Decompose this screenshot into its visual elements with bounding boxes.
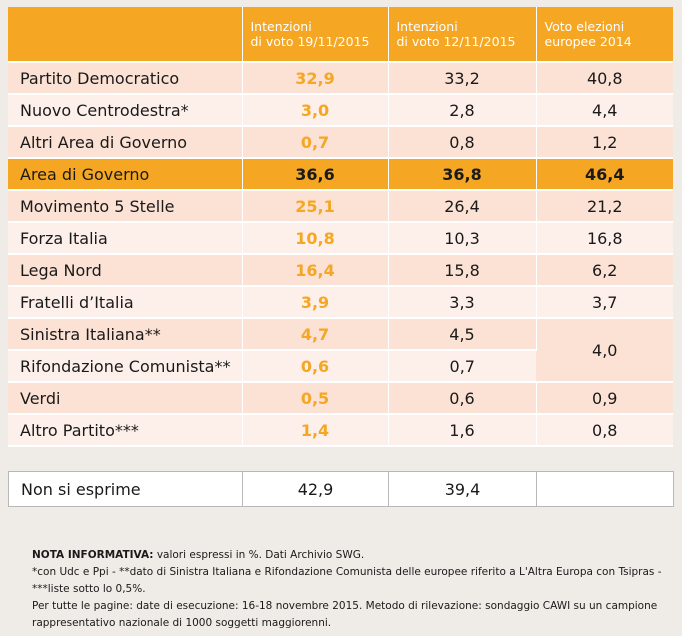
header-row: Intenzioni di voto 19/11/2015 Intenzioni d… — [8, 7, 673, 63]
value-europee — [536, 471, 674, 507]
value-19-11: 42,9 — [242, 471, 389, 507]
value-12-11: 3,3 — [388, 286, 537, 319]
value-19-11: 25,1 — [242, 190, 389, 223]
non-esprime-table: Non si esprime 42,9 39,4 — [8, 471, 674, 507]
table-row: Forza Italia 10,8 10,3 16,8 — [8, 222, 673, 255]
value-europee: 21,2 — [536, 190, 673, 223]
value-19-11: 0,7 — [242, 126, 389, 159]
value-12-11: 0,6 — [388, 382, 537, 415]
value-europee: 4,4 — [536, 94, 673, 127]
table-row: Movimento 5 Stelle 25,1 26,4 21,2 — [8, 190, 673, 223]
value-19-11: 3,9 — [242, 286, 389, 319]
party-name: Forza Italia — [8, 222, 243, 255]
value-19-11: 0,6 — [242, 350, 389, 383]
value-europee: 6,2 — [536, 254, 673, 287]
header-col3: Voto elezioni europee 2014 — [536, 7, 673, 63]
note-line-2: *con Udc e Ppi - **dato di Sinistra Ital… — [32, 566, 662, 595]
value-12-11: 26,4 — [388, 190, 537, 223]
header-party — [8, 7, 243, 63]
value-europee: 0,8 — [536, 414, 673, 447]
notes: NOTA INFORMATIVA: valori espressi in %. … — [32, 547, 662, 632]
party-name: Sinistra Italiana** — [8, 318, 243, 351]
party-name: Rifondazione Comunista** — [8, 350, 243, 383]
value-19-11: 36,6 — [242, 158, 389, 191]
value-19-11: 32,9 — [242, 62, 389, 95]
value-europee: 0,9 — [536, 382, 673, 415]
value-19-11: 3,0 — [242, 94, 389, 127]
table-row-non-esprime: Non si esprime 42,9 39,4 — [8, 471, 674, 507]
value-europee: 3,7 — [536, 286, 673, 319]
value-europee: 46,4 — [536, 158, 673, 191]
party-name: Altri Area di Governo — [8, 126, 243, 159]
party-name: Altro Partito*** — [8, 414, 243, 447]
value-12-11: 10,3 — [388, 222, 537, 255]
value-19-11: 16,4 — [242, 254, 389, 287]
table-row: Altro Partito*** 1,4 1,6 0,8 — [8, 414, 673, 447]
value-12-11: 15,8 — [388, 254, 537, 287]
value-12-11: 4,5 — [388, 318, 537, 351]
header-col1: Intenzioni di voto 19/11/2015 — [242, 7, 389, 63]
value-19-11: 0,5 — [242, 382, 389, 415]
party-name: Partito Democratico — [8, 62, 243, 95]
note-line-1: NOTA INFORMATIVA: valori espressi in %. … — [32, 549, 365, 561]
value-19-11: 10,8 — [242, 222, 389, 255]
value-12-11: 36,8 — [388, 158, 537, 191]
party-name: Verdi — [8, 382, 243, 415]
value-europee: 16,8 — [536, 222, 673, 255]
party-name: Fratelli d’Italia — [8, 286, 243, 319]
table-row: Lega Nord 16,4 15,8 6,2 — [8, 254, 673, 287]
table-row: Fratelli d’Italia 3,9 3,3 3,7 — [8, 286, 673, 319]
value-europee-merged: 4,0 — [536, 318, 673, 383]
value-12-11: 1,6 — [388, 414, 537, 447]
table-row: Rifondazione Comunista** 0,6 0,7 — [8, 350, 673, 383]
value-12-11: 2,8 — [388, 94, 537, 127]
value-19-11: 4,7 — [242, 318, 389, 351]
value-12-11: 39,4 — [388, 471, 537, 507]
polling-table: Intenzioni di voto 19/11/2015 Intenzioni d… — [8, 7, 673, 447]
party-name: Nuovo Centrodestra* — [8, 94, 243, 127]
value-12-11: 33,2 — [388, 62, 537, 95]
note-line-3: Per tutte le pagine: date di esecuzione:… — [32, 600, 658, 629]
table-row: Verdi 0,5 0,6 0,9 — [8, 382, 673, 415]
party-name: Non si esprime — [8, 471, 243, 507]
party-name: Lega Nord — [8, 254, 243, 287]
value-12-11: 0,8 — [388, 126, 537, 159]
value-12-11: 0,7 — [388, 350, 536, 383]
table-row: Sinistra Italiana** 4,7 4,5 4,0 — [8, 318, 673, 383]
note-title: NOTA INFORMATIVA: — [32, 549, 154, 561]
table-row-area-governo: Area di Governo 36,6 36,8 46,4 — [8, 158, 673, 191]
value-europee: 40,8 — [536, 62, 673, 95]
header-col2: Intenzioni di voto 12/11/2015 — [388, 7, 537, 63]
table-row: Altri Area di Governo 0,7 0,8 1,2 — [8, 126, 673, 159]
party-name: Movimento 5 Stelle — [8, 190, 243, 223]
value-europee: 1,2 — [536, 126, 673, 159]
value-19-11: 1,4 — [242, 414, 389, 447]
table-row: Partito Democratico 32,9 33,2 40,8 — [8, 62, 673, 95]
table-row: Nuovo Centrodestra* 3,0 2,8 4,4 — [8, 94, 673, 127]
party-name: Area di Governo — [8, 158, 243, 191]
